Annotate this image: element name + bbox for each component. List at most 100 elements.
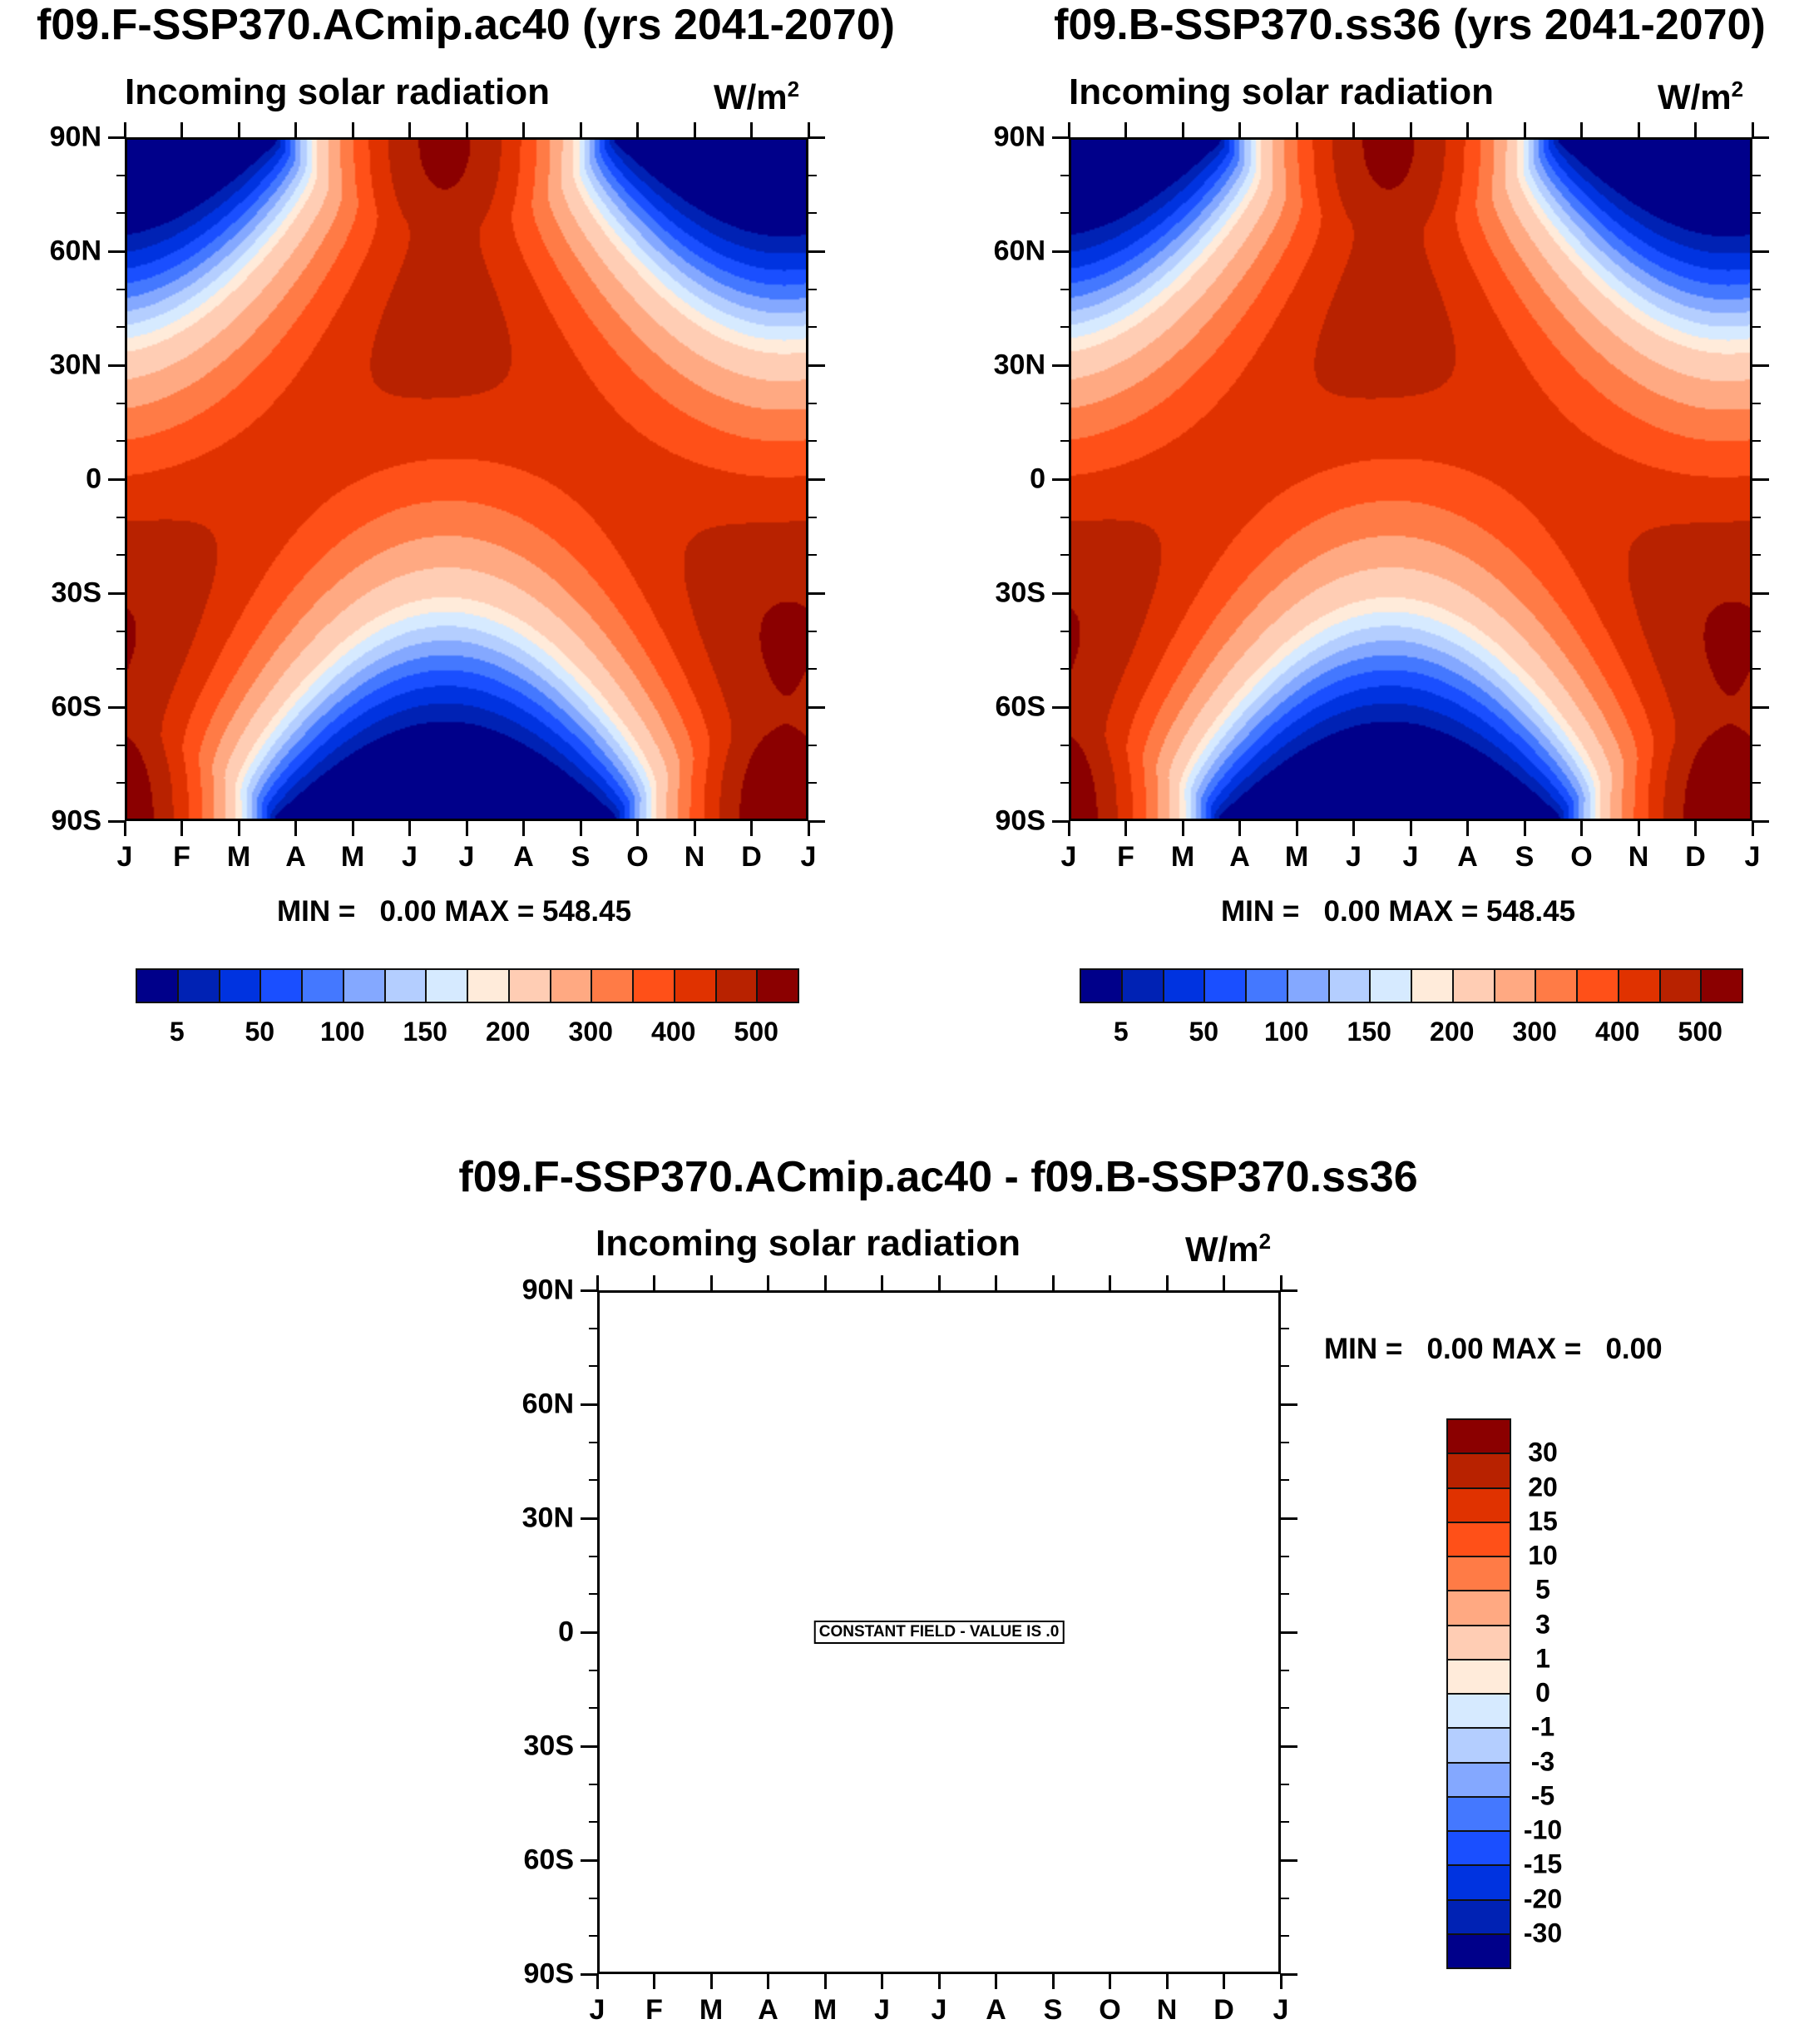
colorbar-label: 5 bbox=[1113, 1017, 1129, 1047]
x-tick bbox=[1409, 821, 1412, 836]
panel1-plot bbox=[125, 137, 808, 821]
x-tick-top bbox=[709, 1275, 713, 1290]
x-tick-label: N bbox=[1156, 1994, 1178, 2026]
y-minor-tick-right bbox=[808, 516, 817, 518]
y-tick-right bbox=[808, 364, 825, 367]
y-minor-tick-right bbox=[1281, 1669, 1289, 1671]
x-tick bbox=[693, 821, 696, 836]
x-tick-label: J bbox=[874, 1994, 890, 2026]
colorbar-box bbox=[1327, 968, 1371, 1003]
panel2-minmax: MIN = 0.00 MAX = 548.45 bbox=[1221, 895, 1576, 928]
y-minor-tick-right bbox=[808, 174, 817, 176]
x-tick-label: O bbox=[626, 841, 649, 873]
colorbar-label: 30 bbox=[1528, 1437, 1558, 1467]
y-minor-tick-right bbox=[1281, 1555, 1289, 1557]
x-tick-top bbox=[1223, 1275, 1225, 1290]
panel1-title: f09.F-SSP370.ACmip.ac40 (yrs 2041-2070) bbox=[37, 1, 895, 49]
y-tick-right bbox=[1752, 136, 1769, 139]
x-tick-label: M bbox=[1284, 841, 1309, 873]
y-minor-tick bbox=[116, 440, 125, 443]
y-tick-right bbox=[1752, 478, 1769, 481]
x-tick-top bbox=[579, 122, 582, 137]
colorbar-box bbox=[425, 968, 468, 1003]
colorbar-box bbox=[1203, 968, 1247, 1003]
colorbar-box bbox=[1658, 968, 1703, 1003]
x-tick-top bbox=[1295, 122, 1298, 137]
colorbar-label: -20 bbox=[1523, 1883, 1563, 1913]
x-tick bbox=[995, 1974, 997, 1989]
x-tick-top bbox=[1051, 1275, 1055, 1290]
y-tick bbox=[1052, 591, 1069, 595]
y-minor-tick bbox=[116, 668, 125, 671]
panel2-units: W/m2 bbox=[1658, 77, 1743, 117]
y-tick-right bbox=[1281, 1745, 1297, 1748]
y-tick bbox=[1052, 136, 1069, 139]
diff-title: f09.F-SSP370.ACmip.ac40 - f09.B-SSP370.s… bbox=[458, 1153, 1418, 1201]
x-tick-label: J bbox=[402, 841, 418, 873]
colorbar-label: 400 bbox=[1595, 1017, 1640, 1047]
y-tick-label: 0 bbox=[558, 1616, 574, 1648]
colorbar-box bbox=[632, 968, 675, 1003]
y-minor-tick-right bbox=[1281, 1441, 1289, 1443]
y-minor-tick bbox=[589, 1783, 597, 1785]
y-minor-tick-right bbox=[1752, 212, 1761, 215]
x-tick-label: J bbox=[116, 841, 133, 873]
colorbar-box bbox=[1446, 1727, 1511, 1764]
y-tick-right bbox=[1281, 1403, 1297, 1406]
colorbar-label: 50 bbox=[1189, 1017, 1219, 1047]
colorbar-box bbox=[1446, 1556, 1511, 1592]
y-tick-label: 90N bbox=[521, 1274, 574, 1306]
y-minor-tick bbox=[1060, 782, 1069, 784]
x-tick-top bbox=[1124, 122, 1127, 137]
y-minor-tick-right bbox=[1752, 174, 1761, 176]
x-tick-top bbox=[1637, 122, 1640, 137]
y-tick-label: 90N bbox=[993, 121, 1045, 153]
y-tick-label: 60N bbox=[993, 235, 1045, 267]
colorbar-box bbox=[1446, 1761, 1511, 1798]
y-minor-tick bbox=[1060, 212, 1069, 215]
y-tick-right bbox=[808, 478, 825, 481]
y-tick bbox=[581, 1517, 597, 1520]
y-tick-right bbox=[808, 819, 825, 823]
x-tick-label: A bbox=[758, 1994, 778, 2026]
x-tick-label: S bbox=[571, 841, 591, 873]
x-tick-label: J bbox=[1744, 841, 1761, 873]
y-minor-tick bbox=[589, 1593, 597, 1596]
y-tick-label: 30N bbox=[49, 349, 101, 381]
y-tick-label: 60N bbox=[49, 235, 101, 267]
x-tick-label: N bbox=[1628, 841, 1649, 873]
x-tick-top bbox=[1352, 122, 1355, 137]
colorbar-label: -15 bbox=[1523, 1849, 1563, 1879]
y-minor-tick bbox=[1060, 554, 1069, 557]
colorbar-label: 5 bbox=[169, 1017, 185, 1047]
y-minor-tick-right bbox=[1752, 782, 1761, 784]
y-minor-tick bbox=[1060, 440, 1069, 443]
y-minor-tick bbox=[589, 1555, 597, 1557]
y-tick-label: 0 bbox=[86, 463, 101, 495]
colorbar-label: 400 bbox=[651, 1017, 696, 1047]
y-tick bbox=[108, 591, 125, 595]
colorbar-label: 200 bbox=[486, 1017, 531, 1047]
x-tick bbox=[1523, 821, 1526, 836]
x-tick-label: J bbox=[800, 841, 817, 873]
colorbar-label: -5 bbox=[1530, 1780, 1555, 1811]
x-tick-top bbox=[294, 122, 297, 137]
colorbar-label: 15 bbox=[1528, 1506, 1558, 1537]
colorbar-box bbox=[673, 968, 717, 1003]
x-tick-label: M bbox=[1170, 841, 1195, 873]
colorbar-box bbox=[1493, 968, 1537, 1003]
y-minor-tick bbox=[589, 1365, 597, 1368]
y-minor-tick bbox=[1060, 516, 1069, 518]
y-minor-tick-right bbox=[1281, 1707, 1289, 1710]
x-tick bbox=[767, 1974, 769, 1989]
y-tick-right bbox=[1281, 1289, 1297, 1292]
x-tick-label: D bbox=[1685, 841, 1706, 873]
x-tick-top bbox=[1109, 1275, 1111, 1290]
colorbar-label: 3 bbox=[1535, 1609, 1550, 1639]
panel1-subtitle: Incoming solar radiation bbox=[125, 72, 550, 112]
y-minor-tick-right bbox=[808, 554, 817, 557]
colorbar-box bbox=[1446, 1487, 1511, 1523]
colorbar-box bbox=[467, 968, 510, 1003]
panel1-units: W/m2 bbox=[714, 77, 799, 117]
y-tick bbox=[108, 250, 125, 253]
